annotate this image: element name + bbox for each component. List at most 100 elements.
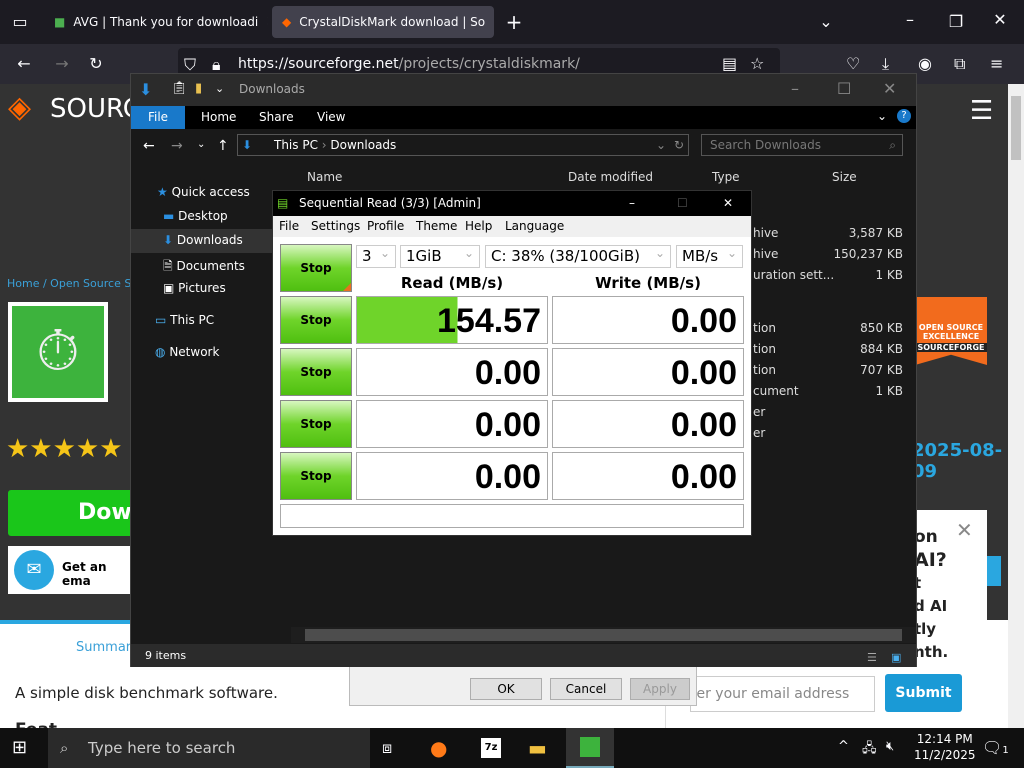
unit-select[interactable]: MB/s [676, 243, 743, 268]
crystaldiskmark-taskbar-icon[interactable] [566, 728, 614, 768]
drive-select[interactable]: C: 38% (38/100GiB) [485, 243, 671, 268]
close-icon[interactable]: ✕ [723, 196, 734, 210]
close-tab-icon[interactable]: ✕ [266, 14, 268, 30]
file-row[interactable]: er [753, 402, 903, 423]
menu-icon[interactable]: ≡ [990, 54, 1004, 73]
restore-icon[interactable]: ❐ [948, 12, 964, 31]
task-view-icon[interactable]: ⧈ [382, 738, 393, 757]
list-tabs-icon[interactable]: ⌄ [819, 12, 833, 31]
column-name[interactable]: Name [307, 170, 343, 184]
ribbon-tab-home[interactable]: Home [201, 110, 237, 124]
bookmark-star-icon[interactable]: ☆ [750, 54, 765, 73]
expand-ribbon-icon[interactable]: ⌄ [877, 109, 888, 123]
column-type[interactable]: Type [712, 170, 740, 184]
properties-icon[interactable]: 📋︎ [171, 81, 188, 96]
file-row[interactable]: tion 707 KB [753, 360, 903, 381]
forward-icon[interactable]: → [55, 54, 69, 73]
show-hidden-icons-icon[interactable]: ^ [838, 739, 849, 754]
recent-locations-icon[interactable]: ⌄ [197, 139, 206, 150]
up-icon[interactable]: ↑ [217, 138, 229, 154]
stop-button[interactable]: Stop [280, 348, 352, 396]
ribbon-tab-share[interactable]: Share [259, 110, 294, 124]
pocket-icon[interactable]: ♡ [846, 54, 861, 73]
address-dropdown-icon[interactable]: ⌄ [655, 138, 666, 152]
breadcrumb[interactable]: Home / Open Source So [7, 277, 139, 290]
hamburger-menu-icon[interactable]: ☰ [970, 96, 994, 126]
file-row[interactable]: tion 884 KB [753, 339, 903, 360]
file-explorer-icon[interactable]: ▬ [528, 736, 547, 760]
download-button[interactable]: Dow [8, 490, 138, 536]
maximize-icon[interactable]: ☐ [677, 196, 688, 210]
nav-documents[interactable]: 🗎 Documents [163, 259, 245, 273]
tab-summary[interactable]: Summary [76, 640, 139, 655]
account-icon[interactable]: ◉ [918, 54, 932, 73]
breadcrumb-downloads[interactable]: Downloads [330, 138, 397, 152]
popup-action-button[interactable] [987, 556, 1001, 586]
customize-qat-icon[interactable]: ⌄ [215, 82, 225, 95]
ribbon-tab-view[interactable]: View [317, 110, 346, 124]
menu-theme[interactable]: Theme [416, 219, 458, 233]
file-row[interactable]: tion 850 KB [753, 318, 903, 339]
clock[interactable]: 12:14 PM 11/2/2025 [914, 732, 976, 762]
email-alert-box[interactable]: ✉ Get an ema [8, 546, 138, 594]
reader-view-icon[interactable]: ▤ [722, 54, 738, 73]
folder-icon[interactable]: ▮ [195, 81, 203, 96]
large-icons-view-icon[interactable]: ▣ [891, 651, 902, 664]
stop-button[interactable]: Stop [280, 452, 352, 500]
network-icon[interactable]: 🖧 [862, 741, 877, 756]
page-scrollbar[interactable] [1008, 84, 1024, 728]
new-tab-icon[interactable]: + [505, 10, 523, 34]
file-row[interactable]: uration sett... 1 KB [753, 265, 903, 286]
close-window-icon[interactable]: ✕ [993, 10, 1007, 29]
search-downloads-input[interactable]: Search Downloads ⌕ [701, 134, 903, 156]
file-row[interactable]: hive 3,587 KB [753, 223, 903, 244]
file-row[interactable]: hive 150,237 KB [753, 244, 903, 265]
shield-icon[interactable]: ⛉ [184, 55, 197, 74]
downloads-icon[interactable]: ⤓ [882, 54, 890, 73]
close-tab-icon[interactable]: ✕ [493, 14, 494, 30]
stop-button[interactable]: Stop [280, 400, 352, 448]
close-popup-icon[interactable]: ✕ [956, 518, 973, 542]
file-row[interactable]: cument 1 KB [753, 381, 903, 402]
test-count-select[interactable]: 3 [356, 243, 396, 268]
cancel-button[interactable]: Cancel [550, 678, 622, 700]
minimize-icon[interactable]: – [906, 10, 914, 29]
horizontal-scrollbar[interactable] [291, 627, 916, 643]
refresh-icon[interactable]: ↻ [673, 138, 684, 152]
taskbar-search-box[interactable]: ⌕ Type here to search [48, 728, 370, 768]
nav-quick-access[interactable]: ★ Quick access [157, 185, 250, 199]
menu-settings[interactable]: Settings [311, 219, 361, 233]
stop-all-button[interactable]: Stop [280, 244, 352, 292]
menu-profile[interactable]: Profile [367, 219, 405, 233]
volume-muted-icon[interactable]: 🔇︎ [886, 739, 895, 754]
tab-overview-icon[interactable]: ▭ [12, 12, 28, 31]
extensions-icon[interactable]: ⧉ [954, 54, 966, 73]
nav-pictures[interactable]: ▣ Pictures [163, 281, 226, 295]
menu-file[interactable]: File [279, 219, 300, 233]
nav-this-pc[interactable]: ▭ This PC [155, 313, 215, 327]
nav-downloads[interactable]: ⬇ Downloads [163, 233, 243, 247]
maximize-icon[interactable]: ☐ [837, 79, 852, 98]
back-icon[interactable]: ← [17, 54, 31, 73]
test-size-select[interactable]: 1GiB [400, 243, 480, 268]
tab-crystaldiskmark[interactable]: ◆ CrystalDiskMark download | So ✕ [272, 6, 494, 38]
forward-icon[interactable]: → [171, 138, 183, 154]
nav-network[interactable]: ◍ Network [155, 345, 220, 359]
stop-button[interactable]: Stop [280, 296, 352, 344]
lock-icon[interactable]: 🔒︎ [212, 55, 221, 74]
menu-language[interactable]: Language [505, 219, 565, 233]
details-view-icon[interactable]: ☰ [867, 651, 877, 664]
file-row[interactable]: er [753, 423, 903, 444]
ok-button[interactable]: OK [470, 678, 542, 700]
minimize-icon[interactable]: – [791, 79, 799, 98]
help-icon[interactable]: ? [897, 109, 911, 123]
nav-desktop[interactable]: ▬ Desktop [163, 209, 228, 223]
apply-button[interactable]: Apply [630, 678, 690, 700]
minimize-icon[interactable]: – [629, 196, 635, 210]
menu-help[interactable]: Help [465, 219, 493, 233]
reload-icon[interactable]: ↻ [89, 54, 103, 73]
back-icon[interactable]: ← [143, 138, 155, 154]
ribbon-tab-file[interactable]: File [131, 106, 185, 129]
address-bar[interactable]: ⬇ This PC › Downloads ⌄ ↻ [237, 134, 689, 156]
7zip-icon[interactable]: 7z [481, 738, 501, 758]
